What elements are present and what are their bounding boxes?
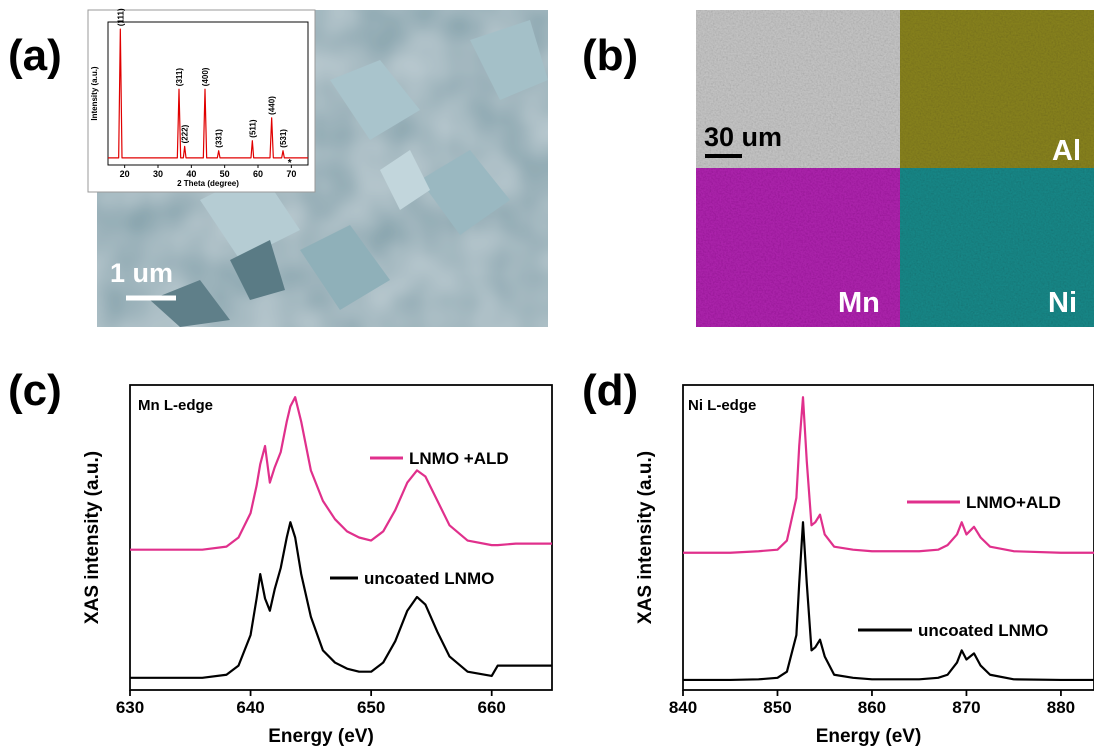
spectrum-line <box>683 396 1094 554</box>
x-tick-label: 40 <box>186 169 196 179</box>
legend-label: LNMO +ALD <box>409 449 509 468</box>
scale-bar-label: 30 um <box>704 122 782 152</box>
plot-frame <box>107 21 309 166</box>
legend-label: LNMO+ALD <box>966 493 1061 512</box>
legend-label: uncoated LNMO <box>918 621 1048 640</box>
peak-label: (222) <box>181 124 190 143</box>
x-tick-label: 850 <box>763 698 791 717</box>
x-axis-label: Energy (eV) <box>268 726 374 747</box>
x-tick-label: 840 <box>669 698 697 717</box>
plot-frame <box>682 384 1094 691</box>
x-tick-label: 20 <box>120 169 130 179</box>
spectrum-line <box>130 521 552 679</box>
peak-label: (400) <box>201 67 210 86</box>
chart-title: Mn L-edge <box>138 397 213 414</box>
panel-label: (b) <box>582 31 638 80</box>
peak-label: (511) <box>248 119 257 138</box>
element-label: Al <box>1052 135 1081 167</box>
panel-label: (a) <box>8 31 62 80</box>
spectrum-line <box>130 396 552 551</box>
x-tick-label: 30 <box>153 169 163 179</box>
plot-frame <box>129 384 553 691</box>
spectrum-line <box>683 521 1094 682</box>
x-tick-label: 860 <box>858 698 886 717</box>
y-axis-label: XAS intensity (a.u.) <box>635 451 656 624</box>
peak-label: (531) <box>279 129 288 148</box>
peak-label: * <box>288 158 292 169</box>
element-label: Ni <box>1048 287 1077 319</box>
x-axis-label: 2 Theta (degree) <box>177 179 239 188</box>
y-axis-label: Intensity (a.u.) <box>90 66 99 121</box>
element-label: Mn <box>838 287 880 319</box>
x-tick-label: 870 <box>952 698 980 717</box>
x-tick-label: 50 <box>220 169 230 179</box>
x-tick-label: 650 <box>357 698 385 717</box>
peak-label: (311) <box>175 68 184 87</box>
peak-label: (111) <box>116 8 125 26</box>
y-axis-label: XAS intensity (a.u.) <box>82 451 103 624</box>
spectrum-line <box>108 28 308 159</box>
eds-maps <box>696 10 1094 327</box>
x-tick-label: 660 <box>478 698 506 717</box>
peak-label: (331) <box>215 129 224 148</box>
panel-label: (c) <box>8 366 62 415</box>
x-tick-label: 70 <box>286 169 296 179</box>
x-tick-label: 640 <box>236 698 264 717</box>
x-axis-label: Energy (eV) <box>816 726 922 747</box>
x-tick-label: 880 <box>1047 698 1075 717</box>
inset-background <box>87 9 316 193</box>
panel-label: (d) <box>582 366 638 415</box>
x-tick-label: 630 <box>116 698 144 717</box>
chart-title: Ni L-edge <box>688 397 756 414</box>
scale-bar-label: 1 um <box>110 258 173 288</box>
peak-label: (440) <box>268 96 277 115</box>
x-tick-label: 60 <box>253 169 263 179</box>
legend-label: uncoated LNMO <box>364 569 494 588</box>
